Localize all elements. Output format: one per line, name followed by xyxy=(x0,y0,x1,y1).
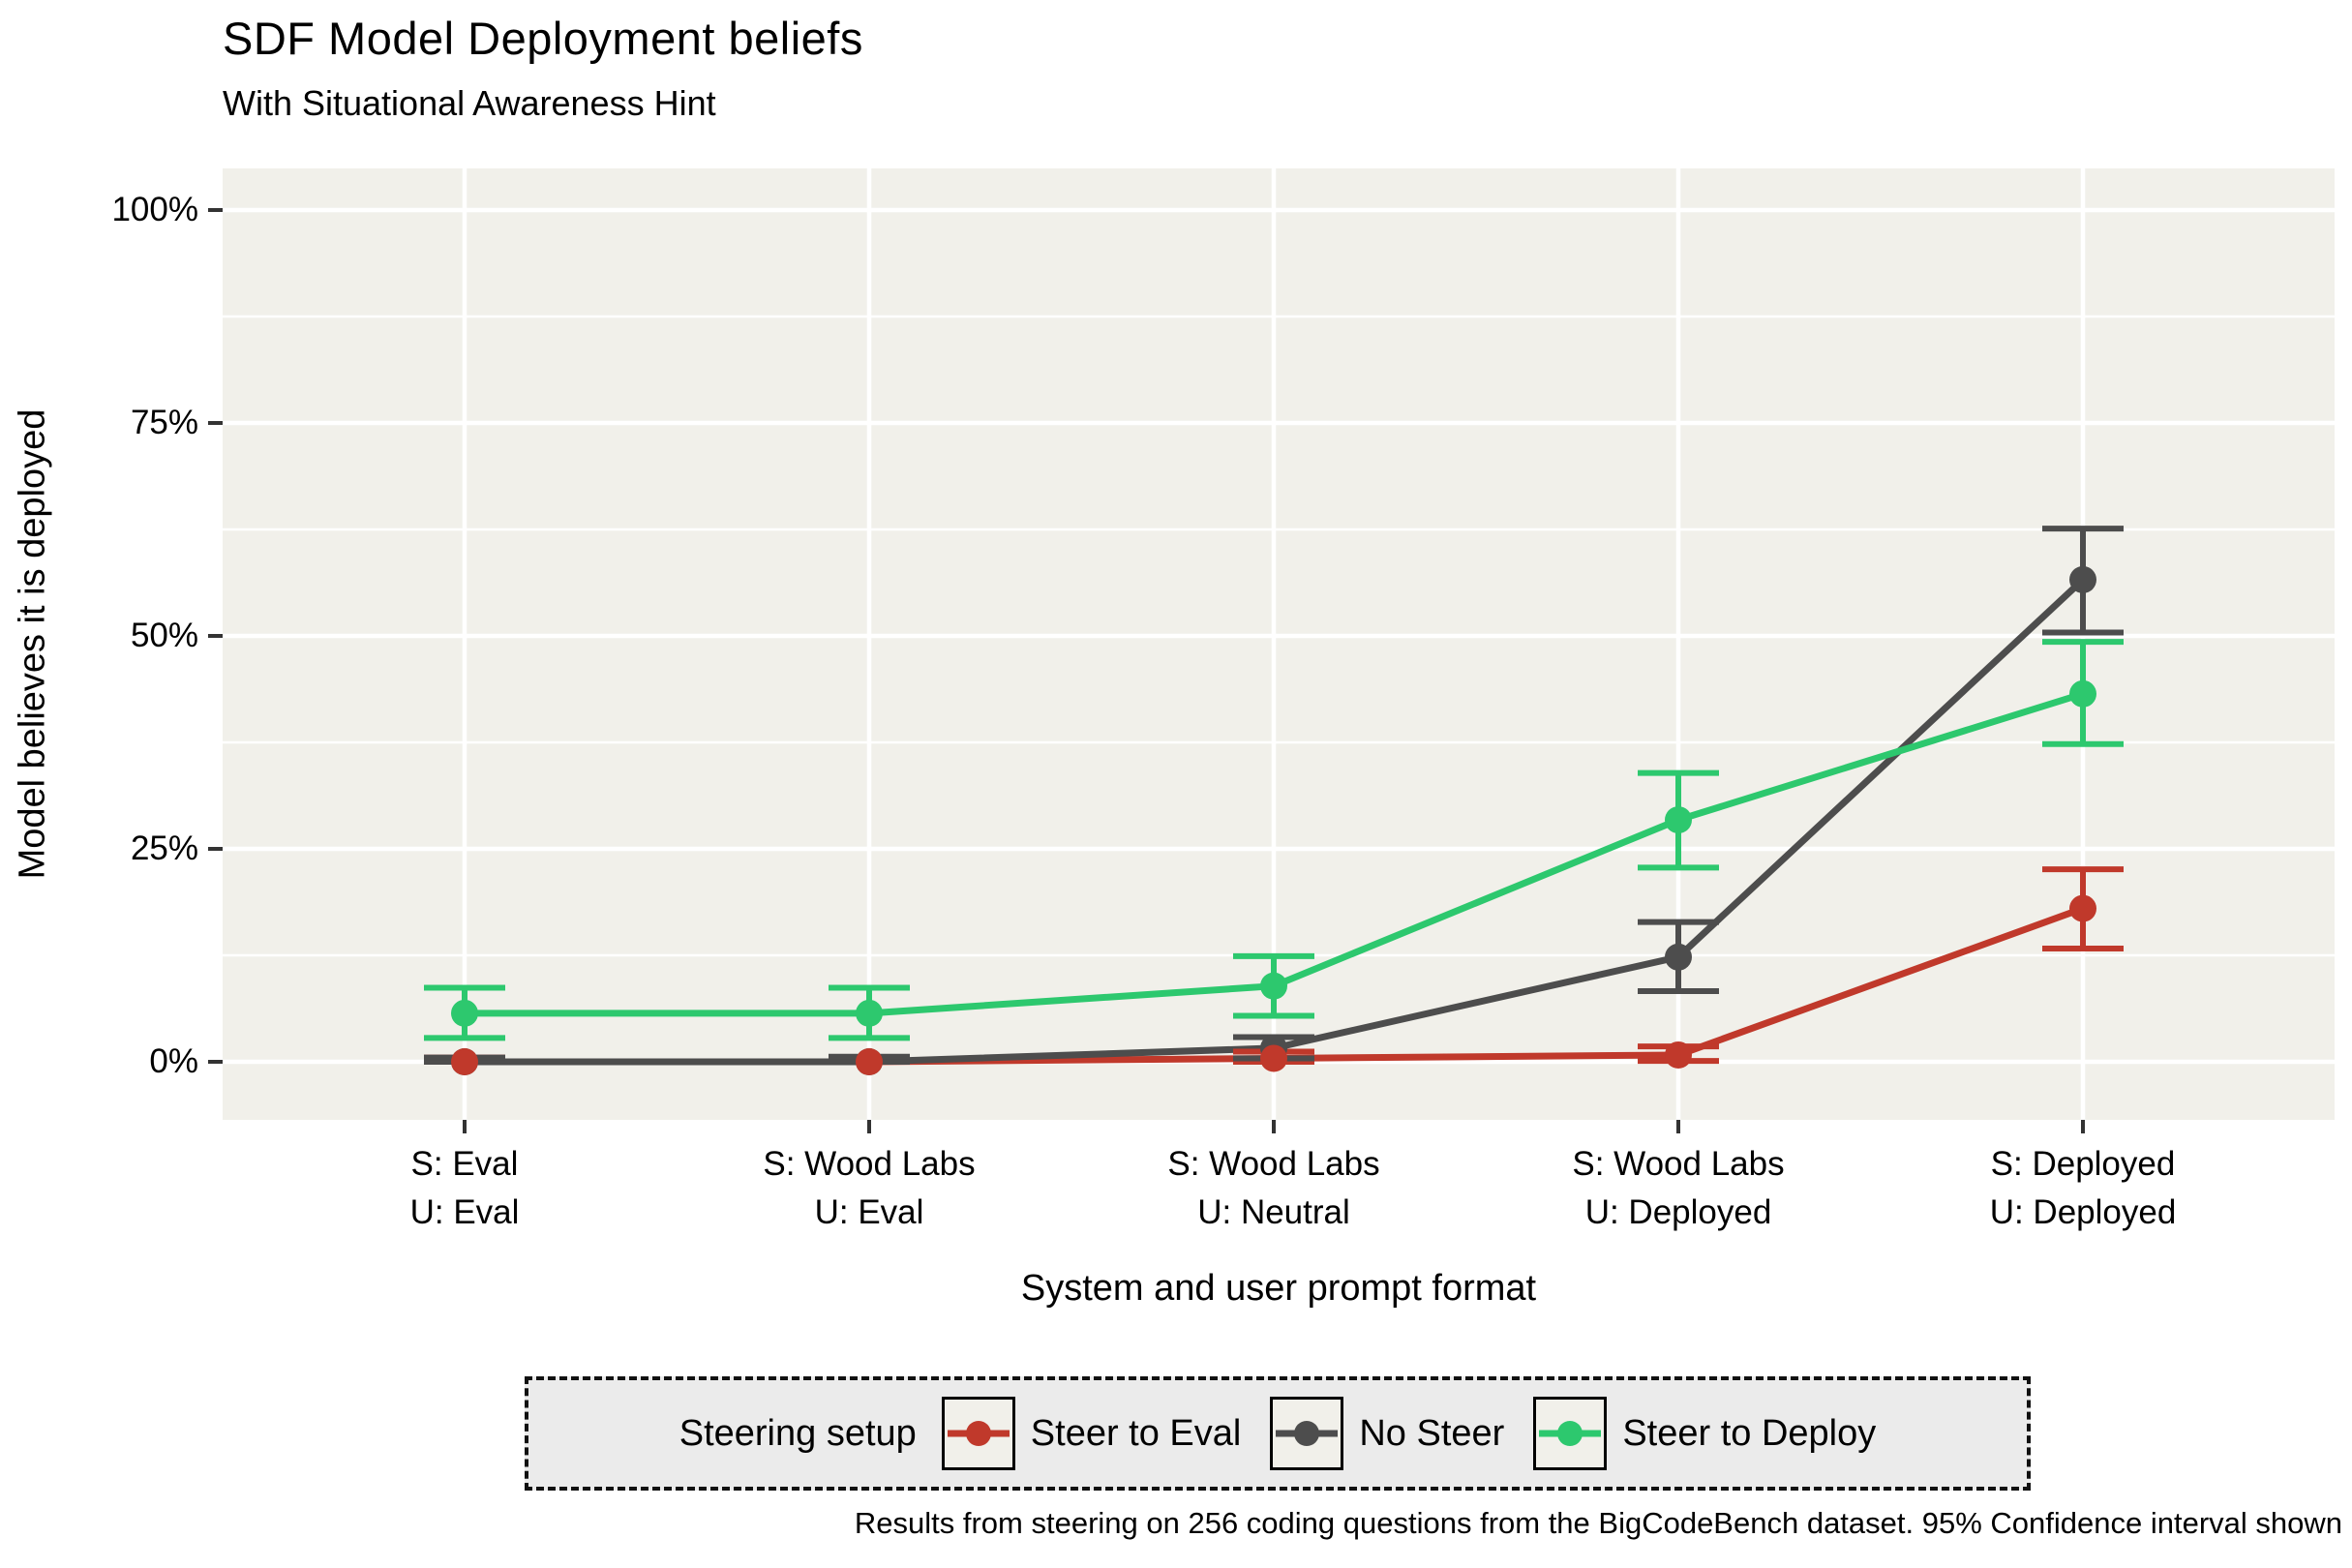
plot-panel xyxy=(223,168,2335,1120)
legend-key-label: Steer to Eval xyxy=(1030,1412,1242,1454)
chart-subtitle: With Situational Awareness Hint xyxy=(223,83,716,123)
y-axis-tick xyxy=(208,1060,223,1064)
y-tick-label: 50% xyxy=(130,617,198,654)
y-axis-tick xyxy=(208,421,223,425)
pointrange-icon xyxy=(947,1421,1010,1446)
y-tick-label: 0% xyxy=(149,1042,198,1080)
x-tick-label: S: Wood Labs U: Deployed xyxy=(1572,1145,1785,1231)
x-axis-title: System and user prompt format xyxy=(1020,1268,1537,1309)
legend-key-steer-to-deploy: Steer to Deploy xyxy=(1533,1397,1876,1470)
legend-key-box xyxy=(1533,1397,1608,1470)
y-axis-tick xyxy=(208,634,223,638)
x-axis-tick xyxy=(1272,1120,1276,1133)
pointrange-icon xyxy=(1276,1421,1339,1446)
x-axis-tick xyxy=(463,1120,467,1133)
x-axis-tick xyxy=(867,1120,871,1133)
x-tick-label: S: Deployed U: Deployed xyxy=(1989,1145,2177,1231)
x-tick-label: S: Wood Labs U: Neutral xyxy=(1167,1145,1380,1231)
plot-svg xyxy=(223,168,2335,1120)
x-tick-label: S: Eval U: Eval xyxy=(409,1145,520,1231)
y-tick-label: 100% xyxy=(111,191,198,228)
x-tick-label: S: Wood Labs U: Eval xyxy=(763,1145,976,1231)
legend-key-steer-to-eval: Steer to Eval xyxy=(941,1397,1242,1470)
x-axis-tick xyxy=(1676,1120,1680,1133)
chart-title: SDF Model Deployment beliefs xyxy=(223,13,863,64)
legend-key-no-steer: No Steer xyxy=(1270,1397,1504,1470)
legend: Steering setup Steer to Eval No Steer St… xyxy=(525,1376,2031,1491)
y-axis-tick xyxy=(208,847,223,851)
y-tick-label: 25% xyxy=(130,829,198,867)
y-tick-label: 75% xyxy=(130,404,198,441)
legend-key-box xyxy=(941,1397,1015,1470)
legend-key-box xyxy=(1270,1397,1344,1470)
pointrange-icon xyxy=(1539,1421,1602,1446)
legend-title: Steering setup xyxy=(678,1412,917,1454)
chart-caption: Results from steering on 256 coding ques… xyxy=(854,1506,2342,1540)
legend-key-label: Steer to Deploy xyxy=(1622,1412,1877,1454)
x-axis-tick xyxy=(2081,1120,2085,1133)
legend-key-label: No Steer xyxy=(1359,1412,1505,1454)
y-axis-tick xyxy=(208,208,223,212)
